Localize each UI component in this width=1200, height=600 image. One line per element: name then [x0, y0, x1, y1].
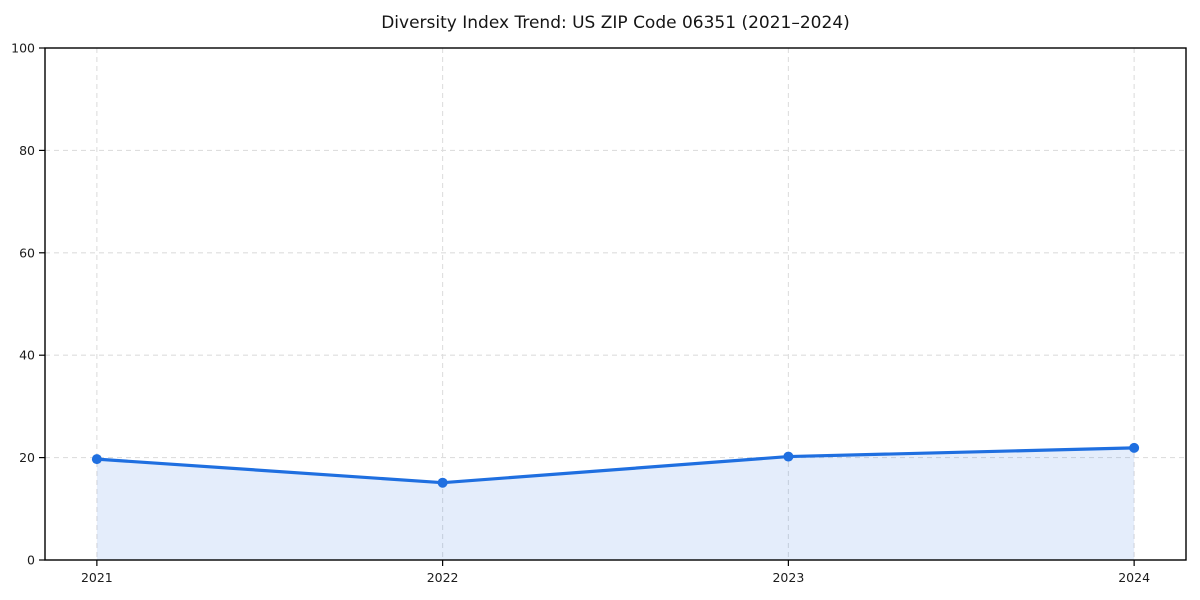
plot-border [44, 47, 1187, 561]
y-tick-label-80: 80 [19, 143, 35, 158]
y-tick-label-60: 60 [19, 245, 35, 260]
x-tick-label-2022: 2022 [427, 570, 459, 585]
trend-line [95, 446, 1136, 485]
data-point-2024 [1129, 442, 1140, 453]
data-point-2023 [783, 451, 794, 462]
x-tick-label-2024: 2024 [1118, 570, 1150, 585]
y-tick-label-100: 100 [11, 41, 35, 56]
x-tick-label-2021: 2021 [81, 570, 113, 585]
data-point-2022 [437, 477, 448, 488]
area-fill [96, 447, 1135, 560]
x-tick-label-2023: 2023 [772, 570, 804, 585]
y-tick-label-20: 20 [19, 450, 35, 465]
data-point-2021 [91, 454, 102, 465]
y-tick-label-40: 40 [19, 348, 35, 363]
chart-title: Diversity Index Trend: US ZIP Code 06351… [381, 13, 850, 33]
y-tick-label-0: 0 [27, 553, 35, 568]
